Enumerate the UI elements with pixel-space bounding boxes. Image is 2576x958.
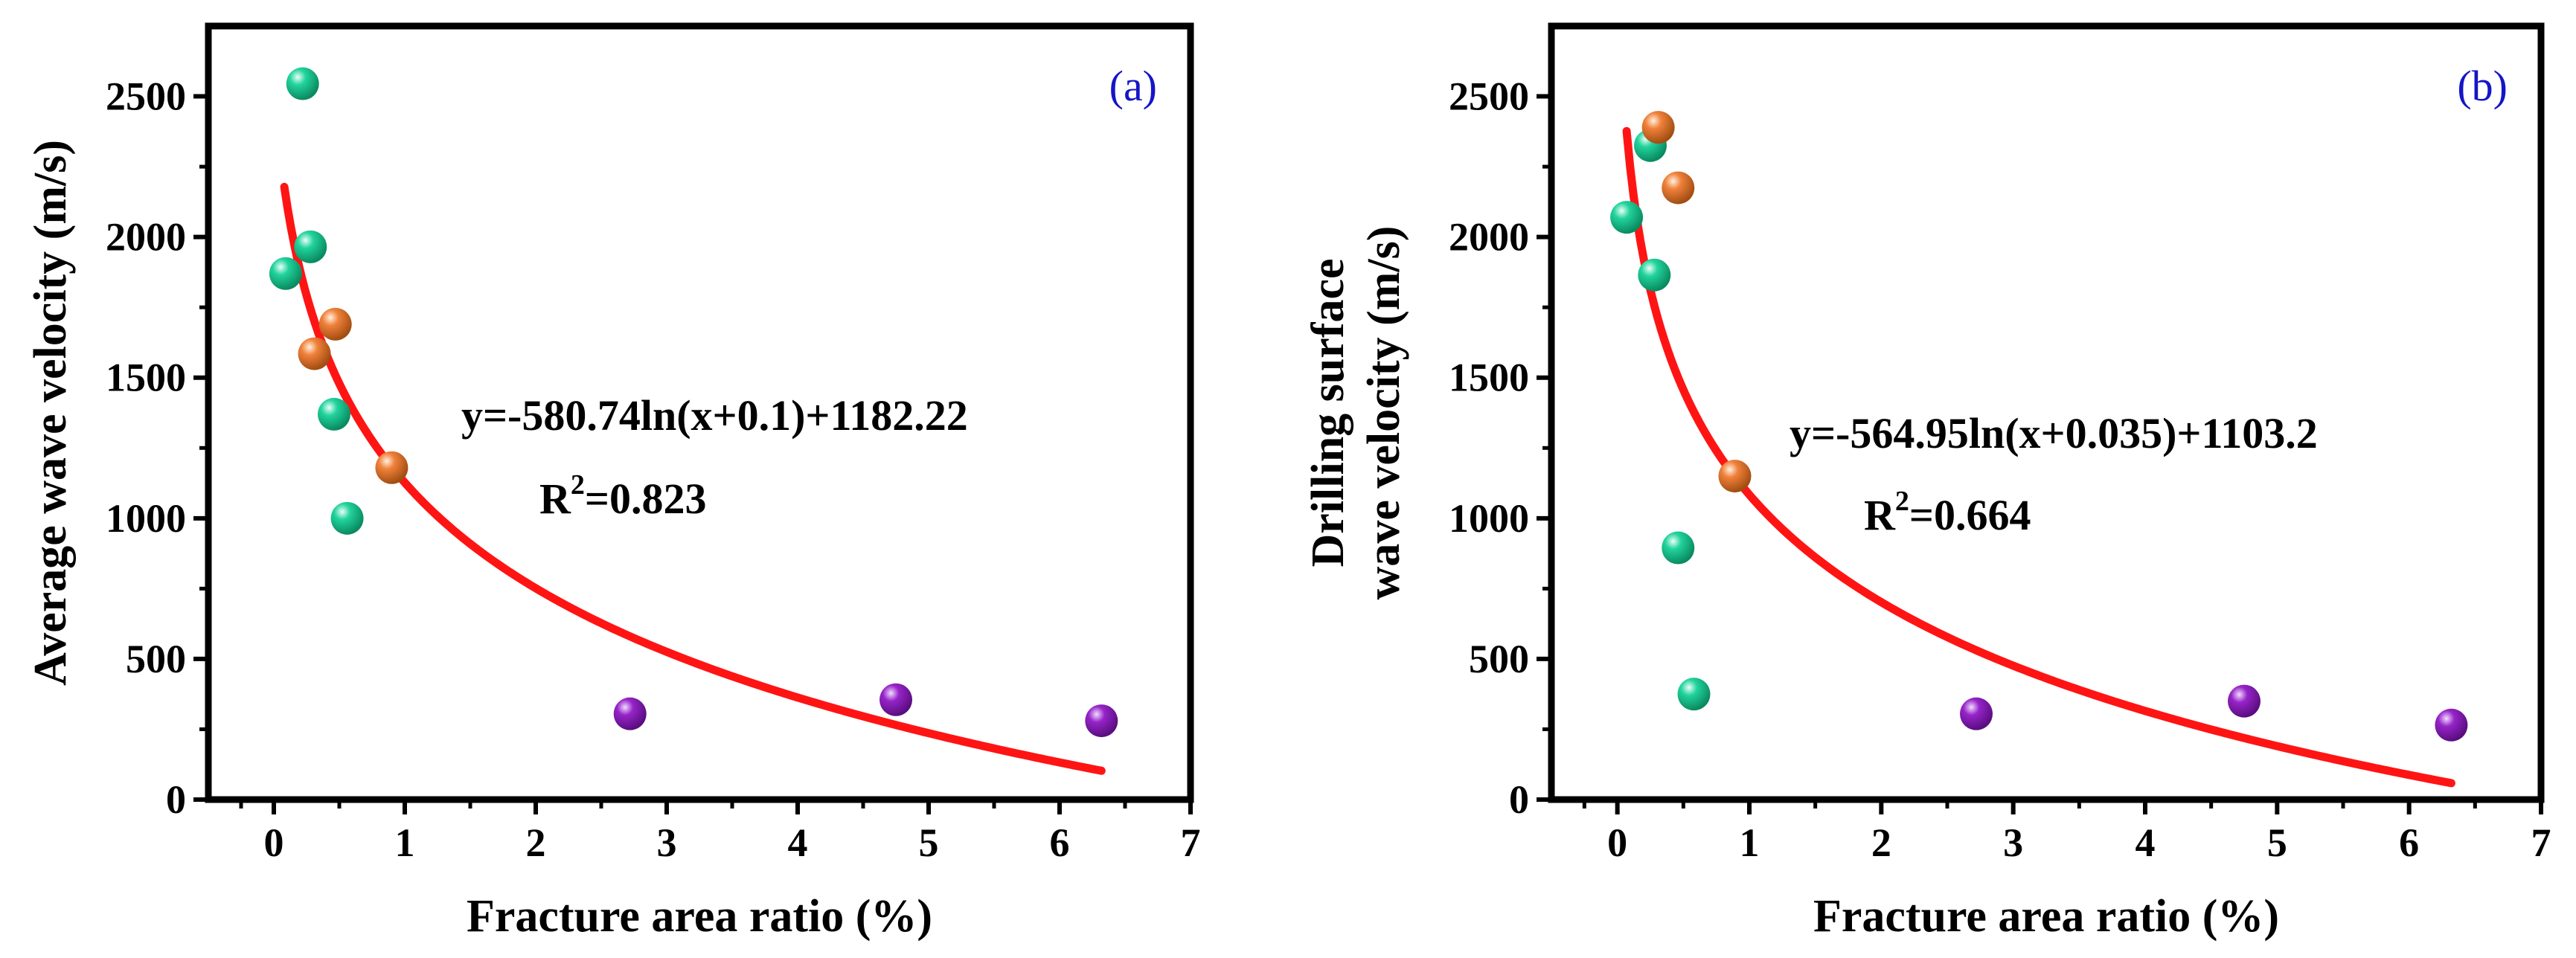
- fit-equation-a: y=-580.74ln(x+0.1)+1182.22: [461, 391, 968, 440]
- point-a-purple-1: [880, 683, 912, 716]
- y-axis-title-b-line2: wave velocity (m/s): [1359, 226, 1409, 600]
- x-tick-label-a-5: 5: [919, 820, 939, 865]
- point-b-purple-0: [1960, 697, 1993, 730]
- point-b-orange-2: [1718, 460, 1752, 493]
- x-tick-label-a-3: 3: [657, 820, 677, 865]
- y-tick-label-a-2000: 2000: [106, 215, 186, 260]
- point-a-green-1: [294, 230, 327, 263]
- y-ticks-b: 0 500 1000 1500 2000 2500: [1449, 74, 1551, 822]
- r-squared-sup-a: 2: [571, 469, 585, 501]
- point-a-purple-0: [613, 697, 647, 730]
- r-squared-value-a: =0.823: [585, 475, 707, 523]
- y-tick-label-b-1500: 1500: [1449, 356, 1529, 400]
- point-b-orange-0: [1641, 111, 1675, 144]
- point-b-purple-2: [2435, 708, 2468, 742]
- x-tick-label-a-0: 0: [264, 820, 284, 865]
- y-ticks-a: 0 500 1000 1500 2000 2500: [106, 74, 208, 822]
- y-tick-label-b-1000: 1000: [1449, 496, 1529, 541]
- r-squared-value-b: =0.664: [1909, 491, 2031, 539]
- point-a-green-3: [317, 397, 350, 431]
- fit-curve-a: [280, 182, 1106, 775]
- x-tick-label-b-7: 7: [2531, 820, 2551, 865]
- x-tick-label-b-0: 0: [1607, 820, 1627, 865]
- fit-curve-b: [1622, 126, 2455, 788]
- x-tick-label-a-4: 4: [788, 820, 808, 865]
- x-tick-label-b-1: 1: [1740, 820, 1760, 865]
- points-a: [269, 67, 1118, 738]
- fit-layer-b: [1622, 126, 2455, 788]
- points-b: [1610, 111, 2468, 742]
- x-axis-title-a: Fracture area ratio (%): [467, 891, 932, 942]
- y-tick-label-a-1500: 1500: [106, 356, 186, 400]
- y-tick-label-a-0: 0: [166, 777, 186, 822]
- x-tick-label-a-2: 2: [526, 820, 546, 865]
- chart-panel-b: 0 1 2 3 4 5 6 7 0 500 1000 1500 2000 2500 (b) y=-564…: [1303, 22, 2551, 942]
- r-squared-sup-b: 2: [1895, 486, 1909, 517]
- y-axis-title-a: Average wave velocity (m/s): [25, 140, 76, 686]
- fit-layer-a: [280, 182, 1106, 775]
- r-squared-prefix-a: R: [539, 475, 571, 523]
- point-a-green-4: [330, 501, 364, 535]
- x-tick-label-b-2: 2: [1871, 820, 1891, 865]
- x-tick-label-b-5: 5: [2267, 820, 2287, 865]
- x-tick-label-b-6: 6: [2399, 820, 2419, 865]
- x-tick-label-a-7: 7: [1181, 820, 1201, 865]
- y-tick-label-b-2500: 2500: [1449, 74, 1529, 119]
- y-axis-title-b-line1: Drilling surface: [1303, 259, 1353, 568]
- point-a-green-2: [269, 257, 302, 290]
- point-a-purple-2: [1085, 704, 1118, 738]
- plot-frame-b: [1548, 22, 2545, 803]
- y-tick-label-b-0: 0: [1509, 777, 1529, 822]
- point-b-purple-1: [2228, 684, 2261, 718]
- x-axis-title-b: Fracture area ratio (%): [1813, 891, 2279, 942]
- r-squared-b: R2=0.664: [1864, 486, 2031, 539]
- x-tick-label-a-6: 6: [1050, 820, 1070, 865]
- r-squared-prefix-b: R: [1864, 491, 1896, 539]
- point-b-green-2: [1638, 258, 1671, 292]
- point-a-orange-1: [298, 337, 331, 370]
- x-ticks-b: 0 1 2 3 4 5 6 7: [1582, 800, 2551, 865]
- point-b-green-1: [1610, 201, 1644, 234]
- point-a-orange-0: [318, 307, 352, 341]
- panel-label-a: (a): [1109, 62, 1157, 110]
- y-tick-label-b-2000: 2000: [1449, 215, 1529, 260]
- y-tick-label-b-500: 500: [1469, 637, 1529, 681]
- chart-panel-a: 0 1 2 3 4 5 6 7 0 500 1000 1500 2000 2500 (a) y=-580…: [25, 22, 1201, 942]
- point-b-green-3: [1662, 531, 1695, 565]
- point-a-green-0: [286, 67, 319, 100]
- x-tick-label-b-3: 3: [2003, 820, 2023, 865]
- r-squared-a: R2=0.823: [539, 469, 706, 523]
- plot-frame-a: [205, 22, 1194, 803]
- fit-equation-b: y=-564.95ln(x+0.035)+1103.2: [1790, 409, 2318, 457]
- point-a-orange-2: [375, 451, 408, 484]
- y-tick-label-a-500: 500: [126, 637, 186, 681]
- x-tick-label-a-1: 1: [395, 820, 415, 865]
- x-ticks-a: 0 1 2 3 4 5 6 7: [239, 800, 1201, 865]
- y-tick-label-a-2500: 2500: [106, 74, 186, 119]
- point-b-green-4: [1677, 678, 1711, 711]
- x-tick-label-b-4: 4: [2136, 820, 2156, 865]
- point-b-orange-1: [1662, 171, 1695, 205]
- y-tick-label-a-1000: 1000: [106, 496, 186, 541]
- panel-label-b: (b): [2457, 62, 2508, 110]
